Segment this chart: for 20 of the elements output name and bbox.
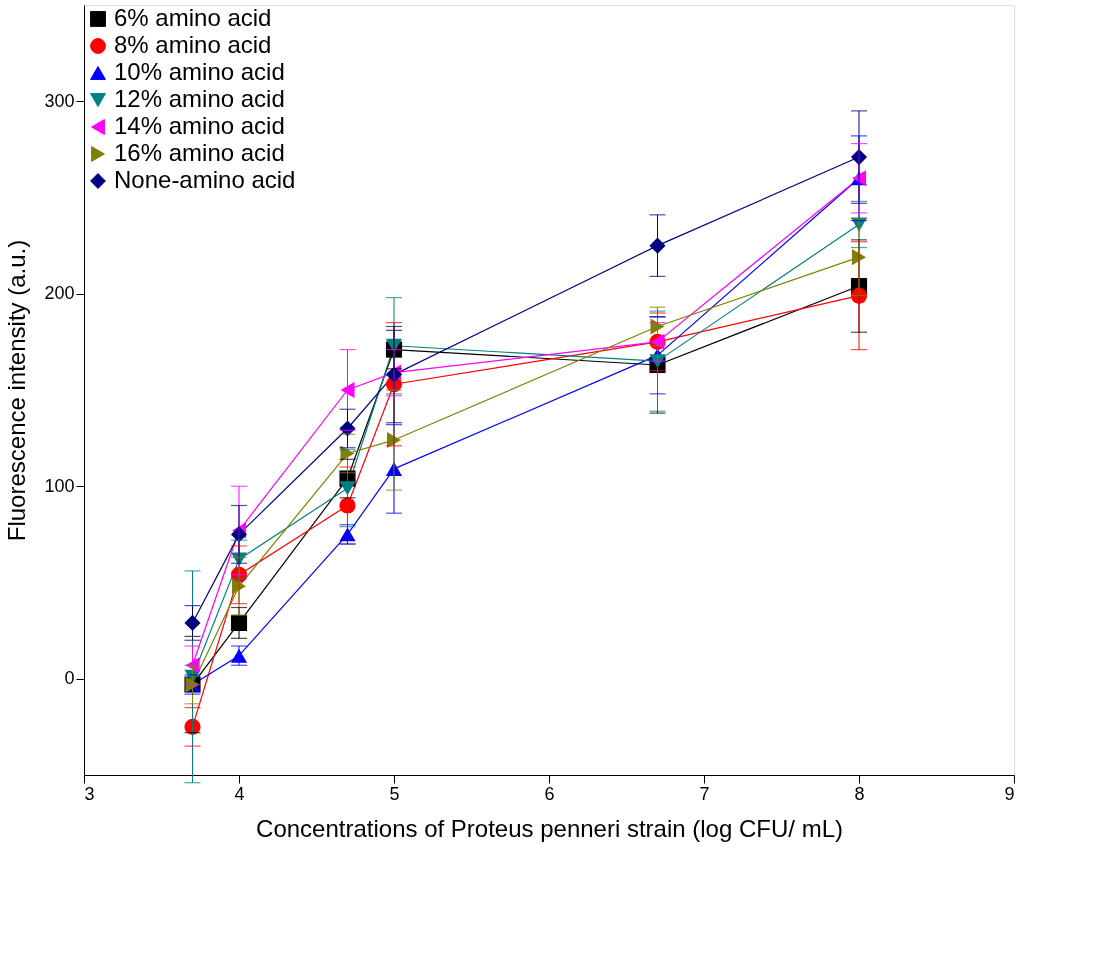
x-axis-title: Concentrations of Proteus penneri strain (log CFU/ mL) [256,814,843,842]
legend-label: 8% amino acid [114,31,272,58]
legend-label: None-amino acid [114,166,296,193]
y-tick-label: 200 [44,283,75,304]
y-tick-label: 100 [44,475,75,496]
legend-label: 14% amino acid [114,112,285,139]
y-axis-title: Fluorescence intensity (a.u.) [3,239,31,542]
y-tick-label: 300 [44,90,75,111]
x-tick-label: 6 [544,783,555,804]
x-tick-label: 9 [1004,783,1015,804]
legend-label: 6% amino acid [114,4,272,31]
x-tick-label: 3 [84,783,95,804]
x-tick-label: 5 [389,783,400,804]
legend-label: 12% amino acid [114,85,285,112]
x-tick-label: 8 [854,783,865,804]
legend-label: 16% amino acid [114,139,285,166]
legend-label: 10% amino acid [114,58,285,85]
x-tick-label: 7 [699,783,710,804]
x-tick-label: 4 [234,783,245,804]
y-tick-label: 0 [64,668,75,689]
